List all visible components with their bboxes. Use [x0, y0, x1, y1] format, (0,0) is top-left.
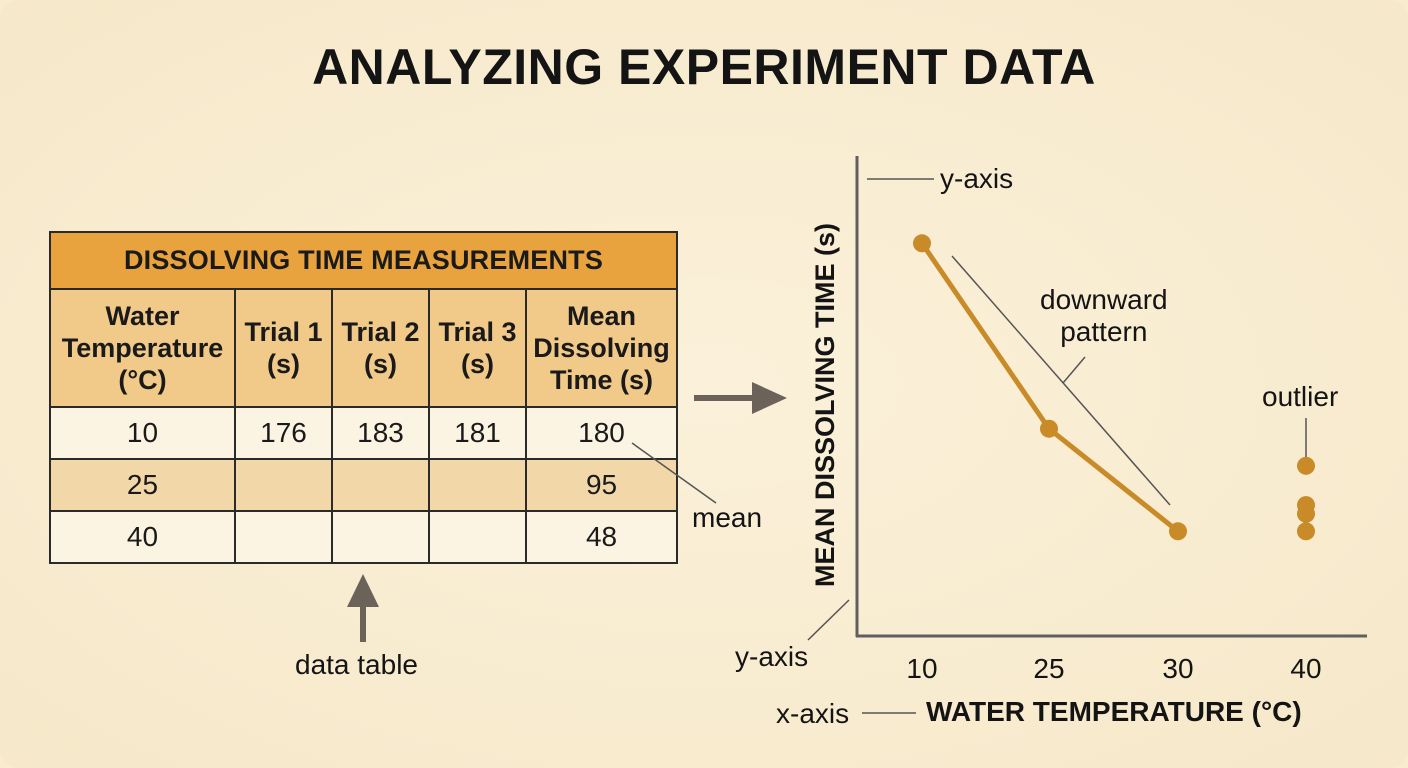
x-axis-title: WATER TEMPERATURE (°C)	[926, 696, 1302, 727]
x-tick-label: 30	[1162, 653, 1193, 684]
x-axis-label: x-axis	[776, 698, 850, 729]
downward-pattern-leader	[1062, 356, 1086, 384]
table-cell: 95	[524, 458, 679, 512]
table-cell: 25	[49, 458, 236, 512]
up-arrow	[347, 574, 379, 642]
y-axis-bottom-leader	[807, 599, 850, 641]
data-point	[1169, 522, 1187, 541]
y-axis-title: MEAN DISSOLVING TIME (s)	[810, 223, 840, 587]
data-point	[913, 234, 931, 253]
header-water-temperature: Water Temperature (°C)	[49, 288, 236, 408]
x-tick-label: 25	[1033, 653, 1064, 684]
table-cell: 183	[331, 406, 430, 460]
table-cell	[331, 510, 430, 564]
chart-marks: 10 25 30 40	[906, 234, 1322, 684]
table-cell: 176	[234, 406, 333, 460]
x-tick-label: 10	[906, 653, 937, 684]
header-trial-3: Trial 3 (s)	[428, 288, 527, 408]
outlier-point	[1297, 504, 1315, 523]
table-row: 25 95	[49, 458, 679, 512]
table-cell: 48	[524, 510, 679, 564]
table-row: 40 48	[49, 510, 679, 564]
table-cell: 10	[49, 406, 236, 460]
downward-pattern-label: downward pattern	[1040, 284, 1168, 347]
table-cell	[234, 510, 333, 564]
table-cell	[234, 458, 333, 512]
outlier-point	[1297, 522, 1315, 541]
data-point	[1040, 419, 1058, 438]
table-cell	[428, 458, 527, 512]
table-caption: DISSOLVING TIME MEASUREMENTS	[48, 231, 679, 290]
header-trial-2: Trial 2 (s)	[331, 288, 430, 408]
y-axis-top-label: y-axis	[940, 163, 1014, 194]
table-cell	[331, 458, 430, 512]
mean-leader-line	[631, 442, 717, 504]
y-axis-bottom-label: y-axis	[735, 641, 809, 672]
outlier-point	[1297, 456, 1315, 475]
table-cell: 181	[428, 406, 527, 460]
outlier-label: outlier	[1262, 381, 1339, 412]
mean-label: mean	[692, 502, 763, 533]
page-title: ANALYZING EXPERIMENT DATA	[312, 39, 1096, 95]
table-cell: 40	[49, 510, 236, 564]
x-tick-label: 40	[1290, 653, 1321, 684]
table-row: 10 176 183 181 180	[49, 406, 679, 460]
trend-line	[951, 255, 1171, 506]
right-arrow	[694, 382, 787, 414]
table-cell	[428, 510, 527, 564]
header-trial-1: Trial 1 (s)	[234, 288, 333, 408]
data-table: DISSOLVING TIME MEASUREMENTS Water Tempe…	[48, 231, 679, 564]
header-mean-dissolving-time: Mean Dissolving Time (s)	[524, 288, 679, 408]
table-cell: 180	[524, 406, 679, 460]
data-table-label: data table	[295, 649, 418, 680]
